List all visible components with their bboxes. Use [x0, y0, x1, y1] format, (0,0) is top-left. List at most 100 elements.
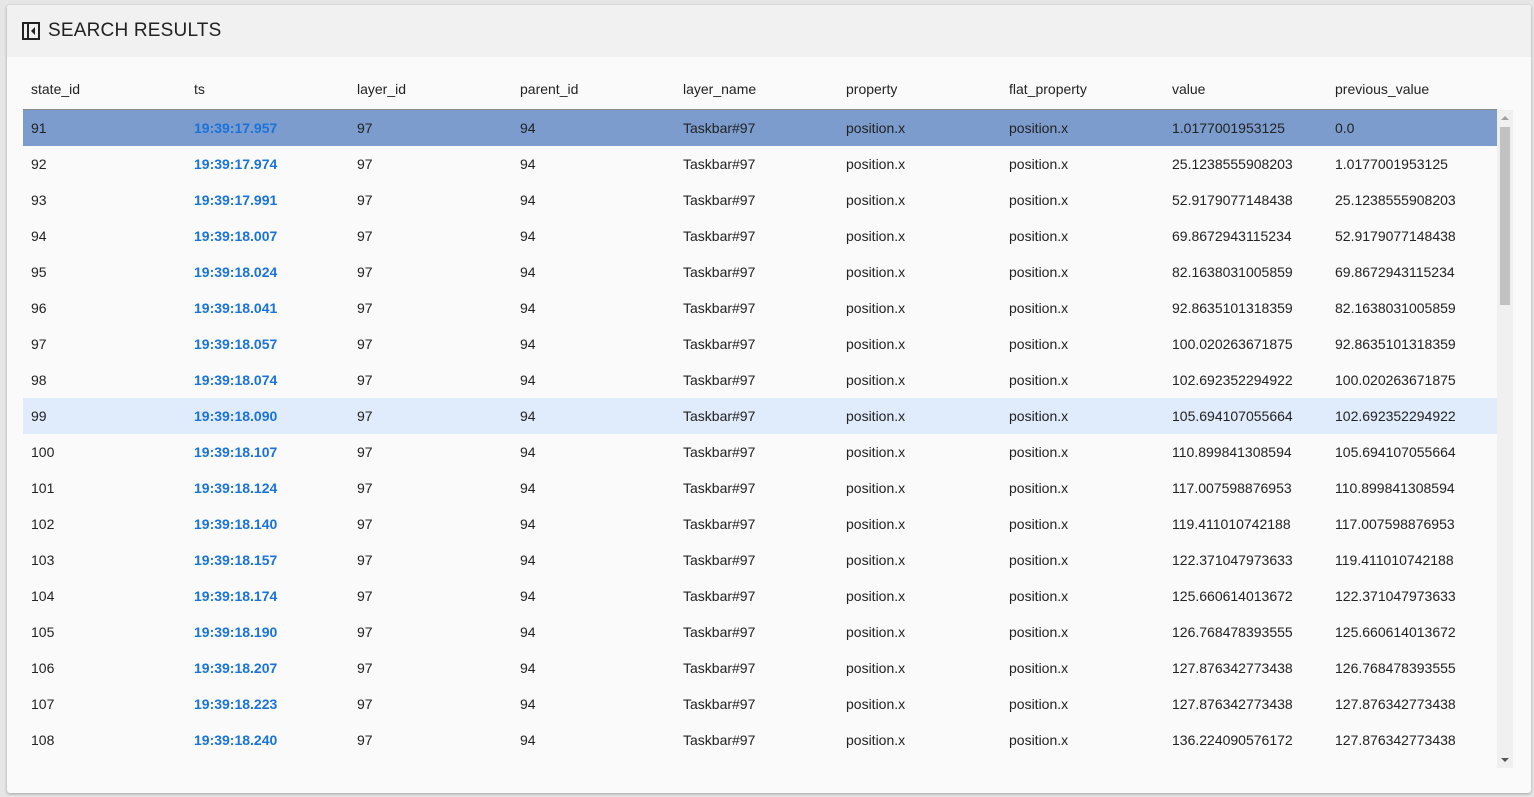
cell-value: 117.007598876953 [1172, 480, 1292, 496]
column-header-flat-property[interactable]: flat_property [1009, 81, 1087, 97]
cell-layer-name: Taskbar#97 [683, 300, 756, 316]
panel-title: SEARCH RESULTS [48, 20, 222, 41]
cell-layer-name: Taskbar#97 [683, 264, 756, 280]
cell-value: 52.9179077148438 [1172, 192, 1293, 208]
timestamp-link[interactable]: 19:39:17.974 [194, 156, 278, 172]
cell-layer-name: Taskbar#97 [683, 732, 756, 748]
table-row[interactable]: 96 19:39:18.041 97 94 Taskbar#97 position.x po… [23, 290, 1497, 326]
collapse-panel-icon[interactable] [22, 22, 40, 40]
cell-property: position.x [846, 660, 906, 676]
column-header-state-id[interactable]: state_id [31, 81, 81, 97]
cell-property: position.x [846, 120, 906, 136]
cell-flat-property: position.x [1009, 120, 1069, 136]
table-row[interactable]: 93 19:39:17.991 97 94 Taskbar#97 position.x po… [23, 182, 1497, 218]
cell-previous-value: 122.371047973633 [1335, 588, 1456, 604]
timestamp-link[interactable]: 19:39:18.157 [194, 552, 278, 568]
cell-property: position.x [846, 264, 906, 280]
table-row[interactable]: 100 19:39:18.107 97 94 Taskbar#97 position.x p… [23, 434, 1497, 470]
cell-layer-id: 97 [357, 732, 373, 748]
column-header-layer-name[interactable]: layer_name [683, 81, 757, 97]
cell-state-id: 104 [31, 588, 55, 604]
column-header-parent-id[interactable]: parent_id [520, 81, 579, 97]
cell-value: 127.876342773438 [1172, 696, 1293, 712]
cell-value: 69.8672943115234 [1172, 228, 1292, 244]
timestamp-link[interactable]: 19:39:18.074 [194, 372, 278, 388]
cell-value: 122.371047973633 [1172, 552, 1293, 568]
cell-layer-name: Taskbar#97 [683, 660, 756, 676]
cell-parent-id: 94 [520, 192, 536, 208]
table-row[interactable]: 107 19:39:18.223 97 94 Taskbar#97 position.x p… [23, 686, 1497, 722]
table-row[interactable]: 95 19:39:18.024 97 94 Taskbar#97 position.x po… [23, 254, 1497, 290]
table-row[interactable]: 99 19:39:18.090 97 94 Taskbar#97 position.x po… [23, 398, 1497, 434]
table-row[interactable]: 97 19:39:18.057 97 94 Taskbar#97 position.x po… [23, 326, 1497, 362]
cell-layer-id: 97 [357, 624, 373, 640]
cell-property: position.x [846, 444, 906, 460]
table-row[interactable]: 101 19:39:18.124 97 94 Taskbar#97 position.x p… [23, 470, 1497, 506]
cell-flat-property: position.x [1009, 372, 1069, 388]
cell-flat-property: position.x [1009, 228, 1069, 244]
cell-previous-value: 100.020263671875 [1335, 372, 1456, 388]
column-header-previous-value[interactable]: previous_value [1335, 81, 1430, 97]
cell-previous-value: 102.692352294922 [1335, 408, 1456, 424]
timestamp-link[interactable]: 19:39:18.057 [194, 336, 278, 352]
timestamp-link[interactable]: 19:39:17.957 [194, 120, 278, 136]
table-row[interactable]: 92 19:39:17.974 97 94 Taskbar#97 position.x po… [23, 146, 1497, 182]
column-header-ts[interactable]: ts [194, 81, 205, 97]
cell-layer-name: Taskbar#97 [683, 120, 756, 136]
column-header-property[interactable]: property [846, 81, 898, 97]
timestamp-link[interactable]: 19:39:18.223 [194, 696, 278, 712]
scroll-up-icon[interactable] [1501, 116, 1509, 120]
cell-previous-value: 82.1638031005859 [1335, 300, 1456, 316]
cell-state-id: 97 [31, 336, 47, 352]
cell-parent-id: 94 [520, 372, 536, 388]
cell-state-id: 93 [31, 192, 47, 208]
cell-flat-property: position.x [1009, 264, 1069, 280]
table-row[interactable]: 91 19:39:17.957 97 94 Taskbar#97 position.x po… [23, 110, 1497, 146]
scroll-down-icon[interactable] [1501, 758, 1509, 762]
cell-state-id: 107 [31, 696, 55, 712]
timestamp-link[interactable]: 19:39:18.090 [194, 408, 278, 424]
timestamp-link[interactable]: 19:39:18.007 [194, 228, 278, 244]
cell-layer-id: 97 [357, 156, 373, 172]
timestamp-link[interactable]: 19:39:18.124 [194, 480, 278, 496]
cell-layer-id: 97 [357, 120, 373, 136]
cell-layer-id: 97 [357, 336, 373, 352]
cell-state-id: 101 [31, 480, 55, 496]
cell-parent-id: 94 [520, 408, 536, 424]
cell-flat-property: position.x [1009, 300, 1069, 316]
cell-value: 110.899841308594 [1172, 444, 1292, 460]
table-row[interactable]: 102 19:39:18.140 97 94 Taskbar#97 position.x p… [23, 506, 1497, 542]
cell-property: position.x [846, 516, 906, 532]
timestamp-link[interactable]: 19:39:18.174 [194, 588, 278, 604]
table-row[interactable]: 105 19:39:18.190 97 94 Taskbar#97 position.x p… [23, 614, 1497, 650]
timestamp-link[interactable]: 19:39:18.140 [194, 516, 278, 532]
cell-flat-property: position.x [1009, 192, 1069, 208]
cell-state-id: 103 [31, 552, 55, 568]
cell-layer-name: Taskbar#97 [683, 228, 756, 244]
table-row[interactable]: 106 19:39:18.207 97 94 Taskbar#97 position.x p… [23, 650, 1497, 686]
timestamp-link[interactable]: 19:39:18.107 [194, 444, 278, 460]
cell-layer-id: 97 [357, 192, 373, 208]
column-header-value[interactable]: value [1172, 81, 1206, 97]
timestamp-link[interactable]: 19:39:18.207 [194, 660, 278, 676]
timestamp-link[interactable]: 19:39:17.991 [194, 192, 278, 208]
cell-property: position.x [846, 732, 906, 748]
timestamp-link[interactable]: 19:39:18.190 [194, 624, 278, 640]
cell-parent-id: 94 [520, 264, 536, 280]
cell-flat-property: position.x [1009, 660, 1069, 676]
cell-state-id: 95 [31, 264, 47, 280]
scrollbar-thumb[interactable] [1500, 127, 1510, 305]
table-row[interactable]: 94 19:39:18.007 97 94 Taskbar#97 position.x po… [23, 218, 1497, 254]
table-row[interactable]: 98 19:39:18.074 97 94 Taskbar#97 position.x po… [23, 362, 1497, 398]
cell-property: position.x [846, 372, 906, 388]
table-row[interactable]: 103 19:39:18.157 97 94 Taskbar#97 position.x p… [23, 542, 1497, 578]
cell-parent-id: 94 [520, 624, 536, 640]
cell-parent-id: 94 [520, 588, 536, 604]
table-row[interactable]: 104 19:39:18.174 97 94 Taskbar#97 position.x p… [23, 578, 1497, 614]
column-header-layer-id[interactable]: layer_id [357, 81, 407, 97]
timestamp-link[interactable]: 19:39:18.240 [194, 732, 278, 748]
vertical-scrollbar[interactable] [1497, 110, 1513, 768]
table-row[interactable]: 108 19:39:18.240 97 94 Taskbar#97 position.x p… [23, 722, 1497, 758]
timestamp-link[interactable]: 19:39:18.041 [194, 300, 278, 316]
timestamp-link[interactable]: 19:39:18.024 [194, 264, 278, 280]
